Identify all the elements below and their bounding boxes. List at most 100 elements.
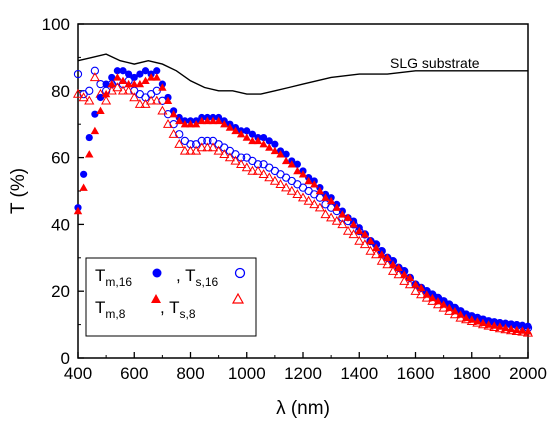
tm8-point xyxy=(304,176,313,185)
tm8-point xyxy=(523,327,533,335)
tm8-point xyxy=(265,143,274,151)
ts8-point xyxy=(252,165,264,175)
tm8-point xyxy=(141,76,150,84)
x-tick-label: 600 xyxy=(120,364,148,383)
tm16-point xyxy=(507,320,515,328)
x-tick-label: 800 xyxy=(176,364,204,383)
series-layer xyxy=(72,53,534,337)
ts16-point xyxy=(253,160,263,169)
tm8-point xyxy=(315,186,325,195)
legend-label-ts16: , Ts,16 xyxy=(176,266,219,289)
y-tick-label: 80 xyxy=(51,82,70,101)
ts8-point xyxy=(286,185,297,195)
tm8-point xyxy=(214,116,223,125)
ts8-point xyxy=(314,202,325,212)
ts8-point xyxy=(157,105,168,115)
series-substrate-line xyxy=(77,53,528,95)
tm8-point xyxy=(461,313,471,322)
x-tick-label: 2000 xyxy=(509,364,547,383)
ts8-point xyxy=(213,145,224,155)
ts16-point xyxy=(236,153,246,162)
tm8-point xyxy=(73,206,83,215)
tm8-point xyxy=(400,270,409,278)
ts8-point xyxy=(247,165,258,175)
ts8-point xyxy=(342,225,354,235)
tm16-point xyxy=(119,67,127,75)
legend-label-ts8: , Ts,8 xyxy=(160,298,196,321)
ts8-point xyxy=(123,85,134,95)
tm16-point xyxy=(265,137,273,145)
legend-marker-ts16 xyxy=(234,267,246,279)
x-axis-ticks: 400 600 800 1000 1200 1400 1600 1800 2000 xyxy=(64,352,547,383)
ts8-point xyxy=(371,249,382,259)
ts8-point xyxy=(202,142,213,152)
tm8-point xyxy=(388,260,398,268)
tm8-point xyxy=(101,89,111,98)
tm8-point xyxy=(349,220,358,228)
tm16-point xyxy=(293,160,301,168)
tm8-point xyxy=(518,326,527,334)
y-axis-ticks: 0 20 40 60 80 100 xyxy=(42,15,84,368)
ts16-point xyxy=(169,120,178,129)
tm16-point xyxy=(271,140,279,148)
x-tick-label: 1000 xyxy=(228,364,266,383)
tm8-point xyxy=(191,120,201,128)
ts16-point xyxy=(90,66,100,75)
tm8-point xyxy=(360,230,370,238)
x-tick-label: 1400 xyxy=(340,364,378,383)
tm8-point xyxy=(501,323,510,332)
tm8-point xyxy=(490,321,499,329)
ts8-point xyxy=(309,199,320,209)
ts8-point xyxy=(185,145,196,155)
tm8-point xyxy=(186,120,195,128)
tm16-point xyxy=(501,319,510,327)
y-tick-label: 100 xyxy=(42,15,70,34)
tm8-point xyxy=(276,150,285,158)
ts8-point xyxy=(224,152,235,162)
ts8-point xyxy=(264,172,275,182)
tm8-point xyxy=(197,116,206,125)
tm16-point xyxy=(91,110,99,118)
tm8-point xyxy=(298,170,308,178)
x-tick-label: 1600 xyxy=(397,364,435,383)
legend-label-tm16: Tm,16 xyxy=(95,266,132,289)
ts8-point xyxy=(393,269,404,279)
tm8-point xyxy=(293,166,302,175)
tm8-point xyxy=(96,106,105,114)
tm8-point xyxy=(506,324,516,333)
tm8-point xyxy=(85,150,94,158)
ts16-point xyxy=(73,69,83,79)
ts8-point xyxy=(326,212,337,222)
ts8-point xyxy=(219,149,230,158)
tm8-point xyxy=(338,210,347,218)
ts8-point xyxy=(236,159,247,168)
x-tick-label: 1800 xyxy=(453,364,491,383)
x-tick-label: 1200 xyxy=(284,364,322,383)
tm8-point xyxy=(332,203,341,211)
legend-marker-tm16 xyxy=(152,268,162,278)
ts8-point xyxy=(416,289,427,299)
tm8-point xyxy=(203,116,212,125)
tm16-point xyxy=(260,133,268,142)
ts8-point xyxy=(275,179,286,188)
ts8-point xyxy=(117,85,129,95)
legend-marker-ts8 xyxy=(231,292,245,304)
tm16-point xyxy=(102,80,110,88)
tm8-point xyxy=(152,73,161,81)
tm8-point xyxy=(416,283,426,292)
tm8-point xyxy=(512,325,521,334)
tm8-point xyxy=(231,126,240,135)
tm8-point xyxy=(371,243,381,251)
substrate-annotation: SLG substrate xyxy=(390,55,480,71)
tm8-point xyxy=(343,213,353,221)
tm8-point xyxy=(79,183,88,191)
tm16-point xyxy=(248,130,256,138)
tm8-point xyxy=(225,123,235,131)
tm8-point xyxy=(281,156,291,165)
tm8-point xyxy=(107,79,116,88)
tm16-point xyxy=(518,321,526,329)
tm8-point xyxy=(113,73,122,81)
ts16-point xyxy=(175,130,184,139)
tm8-point xyxy=(326,196,336,205)
